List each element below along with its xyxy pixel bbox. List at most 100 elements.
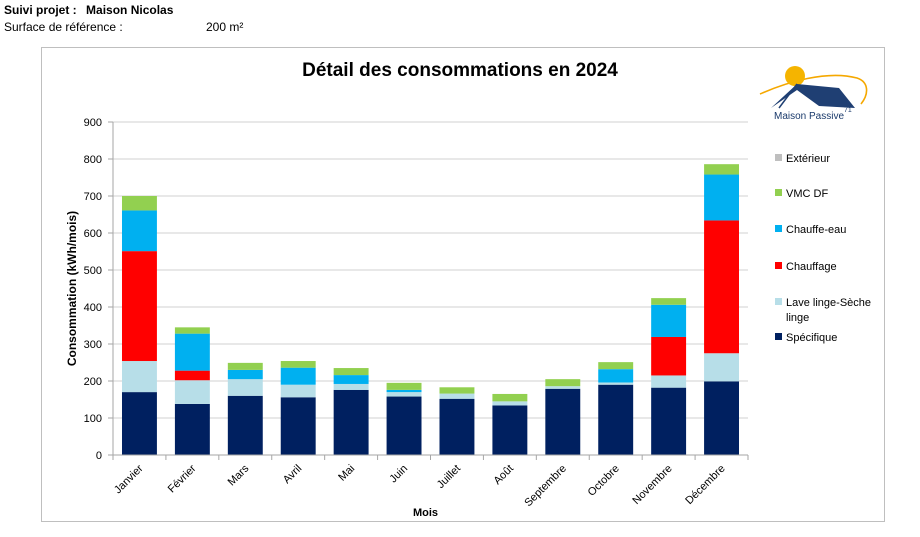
- maison-passive-logo: [759, 66, 868, 109]
- x-tick-label: Décembre: [683, 463, 727, 507]
- legend-swatch: [775, 224, 782, 232]
- bar-segment: [386, 392, 422, 397]
- x-tick-label: Mars: [226, 462, 252, 488]
- legend-item: Extérieur: [775, 152, 881, 167]
- logo-text: Maison Passive: [774, 111, 845, 122]
- legend-label: Spécifique: [786, 332, 838, 344]
- legend-swatch: [775, 332, 782, 340]
- logo-arc: [759, 74, 868, 105]
- bar-segment: [704, 381, 740, 455]
- surface-label: Surface de référence :: [4, 20, 123, 34]
- y-tick-label: 400: [84, 302, 102, 314]
- x-tick-label: Mai: [336, 463, 357, 484]
- project-name: Maison Nicolas: [86, 3, 174, 17]
- bar-segment: [333, 389, 369, 455]
- x-tick-label: Janvier: [112, 462, 146, 496]
- y-tick-label: 700: [84, 191, 102, 203]
- bar-segment: [704, 164, 740, 175]
- surface-row: Surface de référence : 200 m²: [4, 20, 243, 34]
- legend-label: Chauffage: [786, 261, 837, 273]
- bar-segment: [492, 401, 528, 406]
- bar-segment: [386, 389, 422, 393]
- bar-segment: [598, 382, 634, 385]
- legend-label: Chauffe-eau: [786, 224, 847, 236]
- bar-segment: [333, 383, 369, 390]
- bar-segment: [280, 367, 316, 385]
- bar-segment: [227, 395, 263, 455]
- roof-edge: [778, 83, 798, 109]
- x-tick-label: Juillet: [435, 463, 463, 491]
- bar-segment: [598, 369, 634, 383]
- legend-swatch: [775, 188, 782, 196]
- bar-segment: [333, 375, 369, 384]
- y-tick-label: 900: [84, 117, 102, 129]
- y-tick-label: 600: [84, 228, 102, 240]
- bar-segment: [492, 405, 528, 455]
- legend-label: Lave linge-Sèche linge: [786, 297, 872, 324]
- legend-swatch: [775, 261, 782, 269]
- legend-item: Chauffage: [775, 260, 881, 275]
- x-axis-title: Mois: [413, 507, 438, 519]
- legend-label: Extérieur: [786, 153, 831, 165]
- legend-item: Chauffe-eau: [775, 223, 881, 238]
- bar-segment: [439, 387, 475, 394]
- legend-swatch: [775, 153, 782, 161]
- y-tick-label: 300: [84, 339, 102, 351]
- bar-segment: [704, 220, 740, 354]
- x-tick-label: Novembre: [630, 463, 674, 507]
- bar-segment: [704, 353, 740, 382]
- bar-segment: [545, 388, 581, 455]
- bar-segment: [121, 196, 157, 211]
- bar-segment: [598, 384, 634, 455]
- roof-icon: [771, 84, 855, 108]
- bar-segment: [545, 386, 581, 389]
- x-tick-label: Septembre: [522, 463, 569, 510]
- x-tick-label: Octobre: [586, 463, 622, 499]
- legend-item: VMC DF: [775, 187, 881, 202]
- logo-superscript: 71: [844, 107, 852, 114]
- sun-icon: [785, 66, 805, 86]
- bar-segment: [174, 370, 210, 381]
- bar-segment: [704, 174, 740, 221]
- x-tick-label: Avril: [281, 463, 304, 486]
- bar-segment: [174, 380, 210, 404]
- legend-item: Spécifique: [775, 331, 881, 346]
- bar-segment: [227, 379, 263, 396]
- bar-segment: [280, 384, 316, 398]
- bar-segment: [227, 362, 263, 370]
- bar-segment: [651, 336, 687, 376]
- bar-segment: [492, 393, 528, 402]
- bar-segment: [439, 393, 475, 399]
- bar-segment: [174, 333, 210, 371]
- bar-segment: [333, 368, 369, 376]
- y-tick-label: 200: [84, 376, 102, 388]
- project-header: Suivi projet : Maison Nicolas: [4, 3, 173, 17]
- legend-item: Lave linge-Sèche linge: [775, 296, 881, 326]
- legend-label: VMC DF: [786, 188, 829, 200]
- y-tick-label: 500: [84, 265, 102, 277]
- bar-segment: [651, 304, 687, 337]
- chart-title: Détail des consommations en 2024: [302, 60, 618, 81]
- bar-segment: [121, 392, 157, 455]
- bar-segment: [545, 379, 581, 387]
- bar-segment: [280, 397, 316, 455]
- y-tick-label: 800: [84, 154, 102, 166]
- bar-segment: [651, 387, 687, 455]
- bar-segment: [651, 298, 687, 305]
- surface-value: 200 m²: [206, 20, 244, 34]
- x-tick-label: Août: [492, 463, 516, 487]
- bar-segment: [121, 210, 157, 252]
- bar-segment: [439, 398, 475, 455]
- y-tick-label: 0: [96, 450, 102, 462]
- bar-segment: [174, 327, 210, 334]
- bar-segment: [280, 361, 316, 368]
- legend-swatch: [775, 297, 782, 305]
- bar-segment: [651, 375, 687, 388]
- bar-segment: [386, 396, 422, 455]
- bar-segment: [121, 361, 157, 393]
- project-label: Suivi projet :: [4, 3, 77, 17]
- y-tick-label: 100: [84, 413, 102, 425]
- y-axis-title: Consommation (kWh/mois): [65, 211, 79, 366]
- bar-segment: [227, 369, 263, 380]
